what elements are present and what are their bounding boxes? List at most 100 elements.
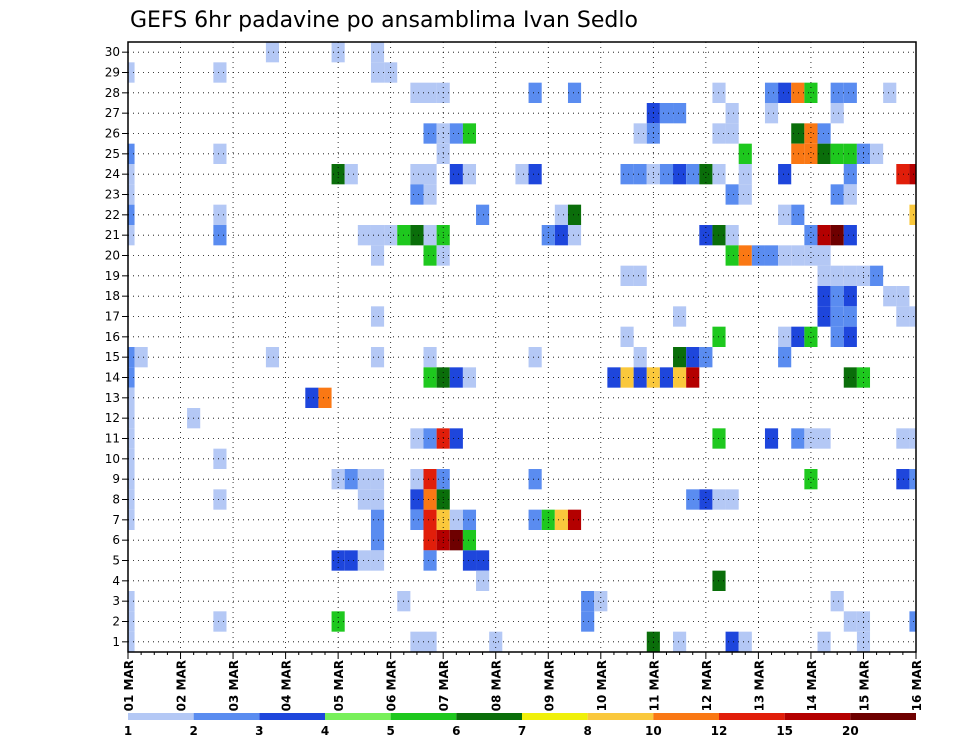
heatmap-cell	[370, 489, 385, 510]
y-tick-label: 19	[105, 269, 120, 283]
y-tick-label: 5	[112, 554, 120, 568]
y-tick-label: 10	[105, 452, 120, 466]
heatmap-cell	[620, 164, 634, 185]
heatmap-cell	[384, 225, 398, 246]
legend-swatch	[128, 713, 194, 720]
heatmap-cell	[804, 123, 818, 144]
y-tick-label: 25	[105, 147, 120, 161]
heatmap-cell	[843, 184, 857, 205]
heatmap-cell	[344, 550, 358, 571]
heatmap-cell	[476, 204, 490, 225]
heatmap-cell	[128, 408, 135, 429]
heatmap-cell	[843, 326, 857, 347]
heatmap-cell	[817, 225, 831, 246]
heatmap-cell	[370, 469, 385, 490]
legend-label: 4	[321, 724, 329, 738]
heatmap-cell	[738, 143, 752, 164]
heatmap-cell	[791, 123, 805, 144]
heatmap-cell	[725, 489, 739, 510]
heatmap-cell	[489, 631, 503, 652]
x-tick-label: 03 MAR	[227, 660, 241, 711]
x-tick-label: 12 MAR	[700, 660, 714, 711]
heatmap-cell	[778, 245, 792, 266]
heatmap-cell	[620, 326, 634, 347]
x-tick-label: 10 MAR	[595, 660, 609, 711]
heatmap-cell	[528, 347, 542, 368]
heatmap-cell	[804, 428, 818, 449]
heatmap-cell	[128, 428, 135, 449]
legend-swatch	[325, 713, 391, 720]
heatmap-cell	[462, 509, 477, 530]
y-tick-label: 20	[105, 249, 120, 263]
heatmap-cell	[581, 611, 595, 632]
heatmap-cell	[804, 469, 818, 490]
heatmap-cell	[515, 164, 529, 185]
legend-label: 15	[776, 724, 793, 738]
heatmap-cell	[410, 631, 424, 652]
heatmap-cell	[896, 428, 910, 449]
heatmap-cell	[909, 469, 916, 490]
heatmap-cell	[423, 347, 437, 368]
heatmap-cell	[554, 204, 568, 225]
heatmap-cell	[830, 82, 844, 103]
legend-swatch	[522, 713, 588, 720]
x-tick-label: 16 MAR	[910, 660, 924, 711]
heatmap-cell	[699, 225, 713, 246]
heatmap-cell	[817, 631, 831, 652]
heatmap-cell	[554, 225, 568, 246]
heatmap-cell	[843, 286, 857, 307]
heatmap-cell	[830, 591, 844, 612]
heatmap-cell	[725, 123, 739, 144]
heatmap-cell	[128, 591, 135, 612]
heatmap-cell	[128, 62, 135, 83]
heatmap-cell	[699, 164, 713, 185]
heatmap-cell	[909, 306, 916, 327]
heatmap-cell	[128, 204, 135, 225]
heatmap-cell	[673, 631, 687, 652]
y-tick-label: 4	[112, 574, 120, 588]
heatmap-cell	[423, 225, 437, 246]
legend-swatch	[653, 713, 719, 720]
heatmap-cell	[213, 489, 227, 510]
y-tick-label: 23	[105, 188, 120, 202]
heatmap-cell	[370, 42, 385, 63]
heatmap-cell	[567, 509, 582, 530]
heatmap-cell	[791, 143, 805, 164]
y-tick-label: 16	[105, 330, 120, 344]
heatmap-cell	[370, 550, 385, 571]
x-tick-label: 06 MAR	[385, 660, 399, 711]
heatmap-cell	[357, 225, 371, 246]
x-tick-label: 11 MAR	[647, 660, 661, 711]
heatmap-cell	[817, 123, 831, 144]
heatmap-cell	[462, 530, 477, 551]
heatmap-cell	[659, 367, 674, 388]
heatmap-cell	[128, 489, 135, 510]
heatmap-cell	[830, 143, 844, 164]
legend-swatch	[259, 713, 325, 720]
heatmap-cell	[686, 489, 700, 510]
x-tick-label: 13 MAR	[752, 660, 766, 711]
heatmap-cell	[633, 123, 647, 144]
heatmap-cell	[725, 225, 739, 246]
x-tick-label: 02 MAR	[175, 660, 189, 711]
heatmap-cell	[528, 164, 542, 185]
heatmap-cell	[896, 469, 910, 490]
heatmap-cell	[633, 347, 647, 368]
heatmap-cell	[423, 631, 437, 652]
legend-label: 1	[124, 724, 132, 738]
heatmap-cell	[830, 265, 844, 286]
legend-swatch	[587, 713, 654, 720]
legend-swatch	[390, 713, 457, 720]
heatmap-cell	[449, 530, 463, 551]
heatmap-cell	[870, 143, 884, 164]
heatmap-cell	[305, 387, 319, 408]
legend-label: 8	[583, 724, 591, 738]
y-tick-label: 26	[105, 127, 120, 141]
heatmap-cell	[554, 509, 568, 530]
heatmap-cell	[764, 103, 779, 124]
heatmap-cell	[128, 387, 135, 408]
heatmap-cell	[449, 367, 463, 388]
heatmap-cell	[620, 265, 634, 286]
heatmap-cell	[883, 286, 897, 307]
heatmap-cell	[423, 509, 437, 530]
